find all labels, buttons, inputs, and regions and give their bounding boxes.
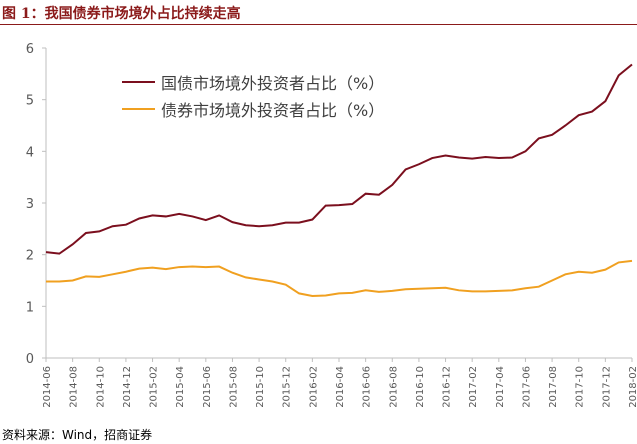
- x-tick-label: 2016-02: [308, 366, 319, 408]
- x-tick-label: 2016-06: [362, 366, 373, 408]
- y-tick-label: 2: [26, 249, 34, 264]
- y-tick-label: 0: [26, 352, 34, 367]
- x-tick-label: 2014-12: [122, 366, 133, 408]
- x-tick-label: 2017-04: [495, 366, 506, 408]
- x-tick-label: 2017-02: [468, 366, 479, 408]
- x-tick-label: 2014-10: [95, 366, 106, 408]
- title-rule: [0, 24, 637, 25]
- x-tick-label: 2015-02: [149, 366, 160, 408]
- x-tick-label: 2017-10: [575, 366, 586, 408]
- y-tick-label: 3: [26, 197, 34, 212]
- x-tick-label: 2018-02: [628, 366, 637, 408]
- x-tick-label: 2016-12: [442, 366, 453, 408]
- x-tick-label: 2015-04: [175, 366, 186, 408]
- x-tick-label: 2015-08: [228, 366, 239, 408]
- y-tick-label: 5: [26, 94, 34, 109]
- y-tick-label: 4: [26, 145, 34, 160]
- x-tick-label: 2017-12: [601, 366, 612, 408]
- x-tick-label: 2015-06: [202, 366, 213, 408]
- x-tick-label: 2015-12: [282, 366, 293, 408]
- legend-label-1: 债券市场境外投资者占比（%）: [161, 101, 384, 120]
- source-note: 资料来源：Wind，招商证券: [2, 428, 153, 442]
- x-tick-label: 2016-08: [388, 366, 399, 408]
- y-tick-label: 6: [26, 42, 34, 57]
- series-line-1: [46, 259, 633, 298]
- x-tick-label: 2015-10: [255, 366, 266, 408]
- figure-title: 图 1：我国债券市场境外占比持续走高: [2, 6, 241, 22]
- x-tick-label: 2014-06: [42, 366, 53, 408]
- y-tick-label: 1: [26, 300, 34, 315]
- x-tick-label: 2014-08: [69, 366, 80, 408]
- x-tick-label: 2017-06: [521, 366, 532, 408]
- x-tick-label: 2016-10: [415, 366, 426, 408]
- x-tick-label: 2017-08: [548, 366, 559, 408]
- x-tick-label: 2016-04: [335, 366, 346, 408]
- legend-label-0: 国债市场境外投资者占比（%）: [161, 74, 384, 93]
